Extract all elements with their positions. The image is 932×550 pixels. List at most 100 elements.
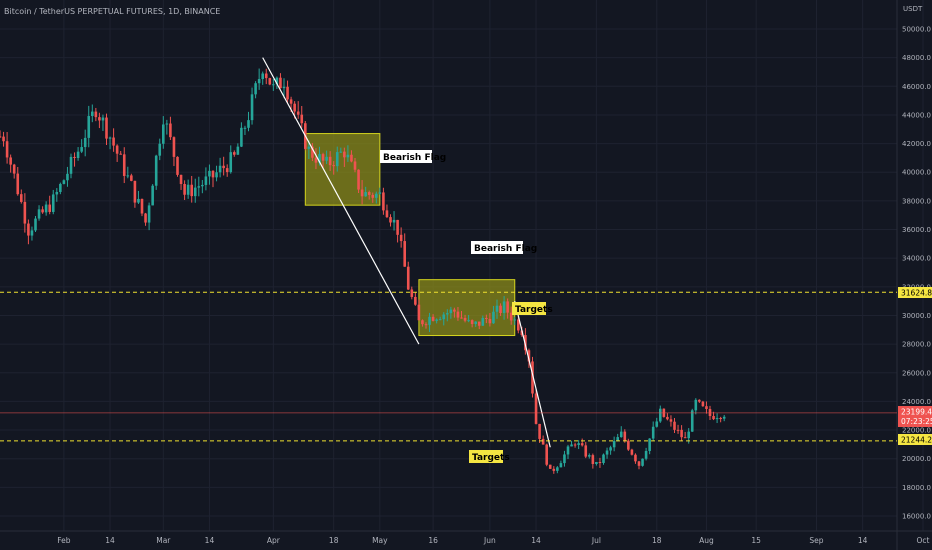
x-tick-label: Oct (917, 536, 930, 545)
candle-body (48, 204, 51, 212)
candle (201, 180, 204, 194)
candle (197, 176, 201, 197)
candle-body (328, 156, 332, 166)
candle (616, 433, 619, 442)
candle-body (293, 103, 296, 112)
candle-body (300, 114, 304, 124)
candle (279, 73, 282, 89)
candle-body (421, 320, 424, 325)
x-tick-label: Feb (57, 536, 71, 545)
y-tick-label: 18000.0 (902, 484, 931, 492)
candle-body (548, 464, 552, 469)
candle-body (183, 183, 186, 195)
candle (236, 143, 240, 155)
candle-body (559, 463, 563, 468)
candle-body (485, 317, 488, 319)
candle (30, 226, 34, 241)
candle-body (659, 408, 662, 422)
candle-body (534, 393, 538, 424)
candle (694, 398, 698, 415)
candle (112, 128, 115, 152)
trend-line (514, 301, 551, 448)
candle-body (690, 410, 694, 432)
candle (122, 147, 126, 184)
annotation-labels: Bearish Flag Bearish Flag Targets Target… (380, 150, 553, 463)
candle-body (130, 175, 133, 181)
candle-body (225, 168, 229, 173)
y-tick-label: 38000.0 (902, 197, 931, 205)
candle-body (410, 289, 414, 297)
candle-body (616, 437, 619, 442)
candle-body (698, 399, 701, 402)
candle-body (470, 320, 474, 324)
candle (357, 169, 360, 194)
candle-body (272, 84, 275, 86)
candle-body (158, 143, 162, 156)
candle-body (108, 137, 112, 139)
candle (680, 425, 683, 442)
candle-body (527, 350, 531, 362)
candle (719, 416, 722, 423)
candle (509, 306, 513, 325)
candle (328, 151, 332, 171)
candle (548, 464, 552, 469)
candle (446, 309, 449, 322)
candle (467, 315, 470, 323)
candle (176, 156, 179, 177)
y-tick-label: 34000.0 (902, 255, 931, 263)
candle (133, 180, 137, 208)
candle (410, 286, 414, 300)
candle (580, 438, 584, 447)
countdown-timer: 07:23:25 (901, 417, 932, 426)
candle-body (563, 454, 566, 464)
flag-label-2: Bearish Flag (471, 241, 537, 254)
x-tick-label: 14 (531, 536, 541, 545)
candle-body (94, 111, 98, 118)
candle (634, 453, 637, 464)
candle-body (357, 169, 360, 190)
candle (428, 312, 431, 332)
candle-body (712, 416, 715, 420)
candle (659, 405, 662, 423)
candle (243, 125, 247, 135)
targets-label-lower-bg (469, 450, 503, 463)
candle (367, 190, 371, 200)
candle-body (570, 444, 573, 447)
candle-body (360, 189, 364, 197)
candle-body (517, 319, 520, 331)
candle (375, 191, 378, 204)
candle-body (442, 314, 446, 320)
candle-body (414, 296, 417, 305)
candle-body (694, 399, 698, 411)
candle (577, 440, 580, 450)
candle-body (477, 321, 481, 326)
candle (506, 298, 509, 319)
candle-body (556, 467, 559, 471)
candle (225, 164, 229, 177)
candle-body (23, 201, 27, 224)
candle (609, 445, 612, 455)
candle (91, 104, 94, 123)
candle-body (16, 173, 20, 195)
candle (325, 150, 328, 165)
candle (630, 448, 634, 456)
candle (144, 212, 147, 226)
candle (101, 114, 105, 131)
candle-body (552, 468, 556, 471)
candle-body (190, 184, 193, 197)
candle (296, 101, 300, 119)
level-tag-lower: 21244.2 (898, 434, 932, 445)
candle (449, 306, 453, 319)
candle-body (669, 419, 673, 422)
candle-body (531, 361, 534, 394)
candle-body (513, 319, 517, 321)
candle (172, 136, 176, 167)
candle (715, 413, 719, 424)
candle-body (37, 209, 41, 219)
candle (438, 316, 442, 321)
candle-body (254, 83, 257, 95)
candle-body (367, 192, 371, 195)
candle-body (648, 438, 651, 451)
